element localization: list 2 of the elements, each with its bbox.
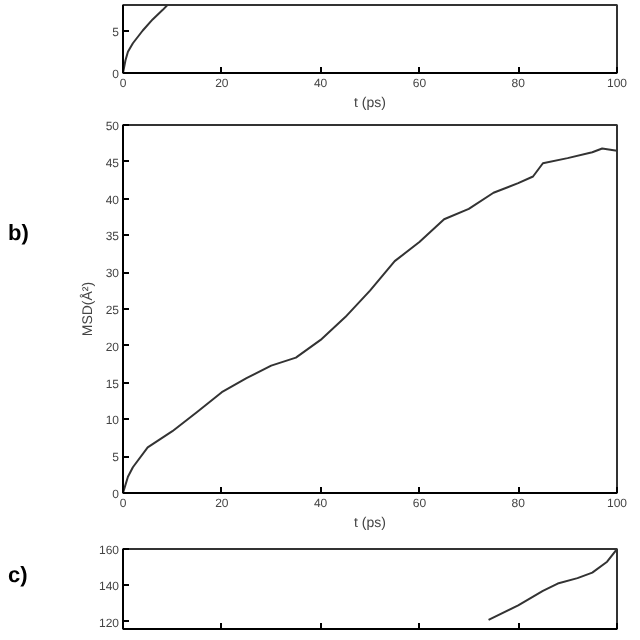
text: b) bbox=[8, 220, 29, 250]
text: c) bbox=[8, 562, 28, 592]
